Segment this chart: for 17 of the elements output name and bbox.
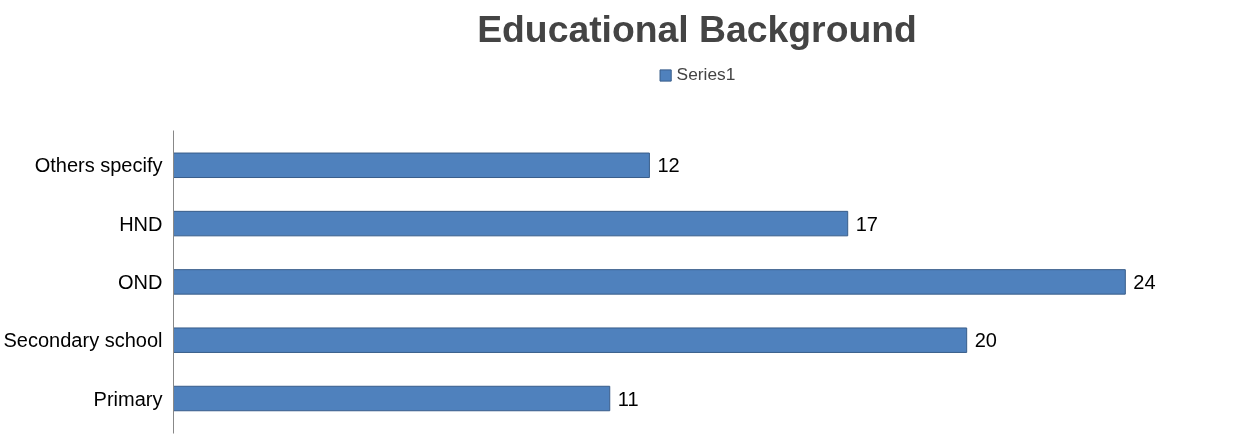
bar — [173, 269, 1126, 295]
bar — [173, 327, 968, 353]
data-label: 24 — [1133, 270, 1156, 293]
y-tick-label: Secondary school — [3, 329, 163, 352]
y-tick-label: OND — [118, 270, 163, 293]
bar — [173, 152, 650, 179]
chart-title: Educational Background — [477, 7, 917, 50]
bar — [173, 210, 849, 237]
y-tick-label: HND — [119, 212, 163, 235]
data-label: 20 — [974, 329, 997, 352]
data-label: 11 — [617, 387, 639, 410]
data-label: 17 — [855, 212, 878, 235]
legend-label: Series1 — [676, 64, 736, 85]
y-tick-label: Others specify — [34, 154, 163, 177]
y-tick-label: Primary — [93, 387, 163, 410]
data-label: 12 — [657, 154, 680, 177]
bar — [173, 385, 611, 412]
